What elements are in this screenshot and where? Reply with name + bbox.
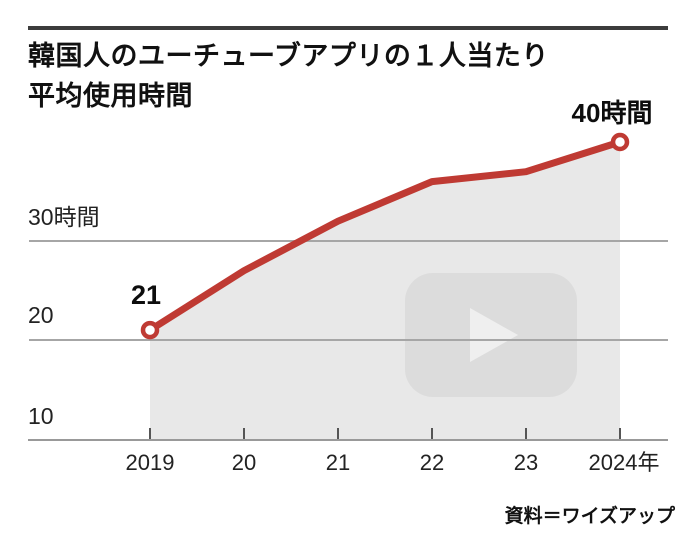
x-tick-label-2024: 2024年 <box>588 450 660 475</box>
x-tick-label-20: 20 <box>231 450 257 475</box>
source-credit: 資料＝ワイズアップ <box>504 506 675 527</box>
y-tick-label-20: 20 <box>28 302 54 328</box>
data-label-2024: 40時間 <box>571 98 653 128</box>
youtube-play-icon <box>405 273 577 397</box>
data-point-2024 <box>610 132 630 152</box>
data-label-2019: 21 <box>130 280 162 310</box>
gridlines <box>29 240 668 341</box>
top-rule <box>28 26 668 30</box>
data-point-2019 <box>140 320 160 340</box>
x-tick-label-2019: 2019 <box>125 450 175 475</box>
x-tick-label-21: 21 <box>325 450 351 475</box>
chart-title-line1: 韓国人のユーチューブアプリの１人当たり <box>28 41 549 71</box>
y-tick-label-30: 30時間 <box>28 204 100 230</box>
y-tick-label-10: 10 <box>28 403 54 429</box>
x-axis-ticks <box>149 428 621 439</box>
usage-line <box>148 138 622 334</box>
chart-title-line2: 平均使用時間 <box>28 81 193 111</box>
x-tick-label-23: 23 <box>513 450 539 475</box>
x-tick-label-22: 22 <box>419 450 445 475</box>
chart-title: 韓国人のユーチューブアプリの１人当たり 平均使用時間 <box>28 36 628 116</box>
